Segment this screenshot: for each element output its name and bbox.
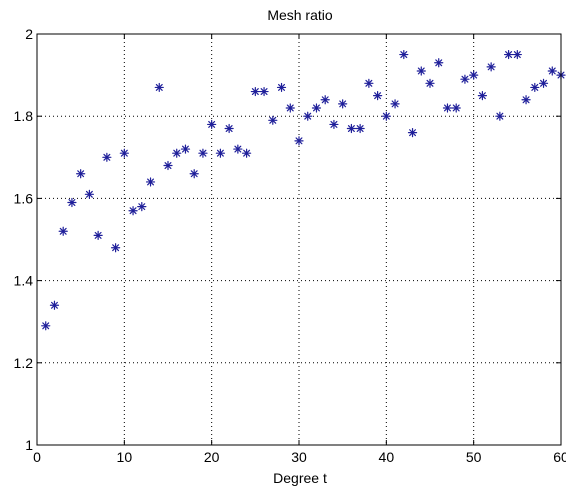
data-point [416, 66, 426, 76]
data-point [381, 111, 391, 121]
data-point [76, 169, 86, 179]
data-point [102, 152, 112, 162]
data-point [93, 230, 103, 240]
y-tick-label: 1.4 [14, 273, 34, 289]
x-tick-label: 0 [33, 449, 41, 465]
data-point [224, 123, 234, 134]
data-point [233, 144, 243, 154]
data-point [303, 111, 313, 121]
data-point [346, 123, 356, 134]
y-tick-label: 1.2 [14, 355, 34, 371]
data-point [67, 197, 77, 208]
data-point [364, 78, 374, 88]
data-point [460, 74, 470, 84]
data-point [434, 58, 444, 68]
data-point [294, 136, 304, 146]
data-point [259, 86, 269, 97]
data-point [512, 49, 522, 60]
data-point [311, 103, 322, 113]
data-point [58, 226, 68, 236]
x-axis-title: Degree t [273, 470, 327, 486]
data-point [355, 123, 365, 134]
x-tick-label: 10 [117, 449, 133, 465]
data-point [285, 103, 295, 113]
y-tick-label: 1 [25, 437, 33, 453]
y-tick-label: 1.6 [14, 190, 34, 206]
data-point [172, 148, 182, 158]
data-point [521, 95, 531, 105]
plot-frame [36, 33, 562, 446]
data-point [242, 148, 252, 158]
data-point [495, 111, 505, 121]
data-point [276, 82, 287, 93]
chart-title: Mesh ratio [267, 7, 333, 23]
data-point [180, 144, 191, 154]
data-point [207, 119, 217, 130]
data-point [215, 148, 225, 158]
data-point [189, 169, 199, 179]
x-tick-label: 60 [553, 449, 566, 465]
data-point [145, 177, 156, 187]
data-point [49, 300, 60, 310]
data-point [320, 95, 330, 105]
data-point [373, 91, 383, 101]
data-point [425, 78, 435, 88]
x-tick-label: 30 [291, 449, 307, 465]
data-point [137, 202, 147, 212]
data-point [268, 115, 278, 125]
data-point [477, 91, 487, 101]
data-point [119, 148, 129, 158]
data-point [128, 206, 138, 216]
data-point [154, 82, 164, 93]
data-point [538, 78, 549, 88]
data-point [84, 189, 95, 199]
data-point [547, 66, 557, 76]
y-tick-label: 2 [25, 26, 33, 42]
data-point [442, 103, 453, 113]
data-point [329, 119, 339, 130]
data-point [451, 103, 461, 113]
x-tick-label: 50 [466, 449, 482, 465]
data-point [390, 99, 400, 109]
data-point [469, 70, 479, 80]
grid-layer [37, 34, 561, 445]
data-point [41, 321, 51, 331]
data-points [41, 49, 566, 331]
y-tick-labels: 1 1.2 1.4 1.6 1.8 2 [14, 26, 34, 453]
data-point [110, 243, 121, 253]
data-point [198, 148, 208, 158]
x-tick-label: 20 [204, 449, 220, 465]
data-point [407, 128, 418, 138]
data-point [486, 62, 496, 72]
data-point [530, 82, 540, 93]
data-point [504, 49, 514, 60]
x-tick-label: 40 [379, 449, 395, 465]
data-point [338, 99, 348, 109]
data-point [163, 160, 173, 171]
data-point [250, 86, 260, 97]
data-point [399, 49, 409, 60]
x-tick-labels: 0 10 20 30 40 50 60 [33, 449, 566, 465]
y-tick-label: 1.8 [14, 108, 34, 124]
